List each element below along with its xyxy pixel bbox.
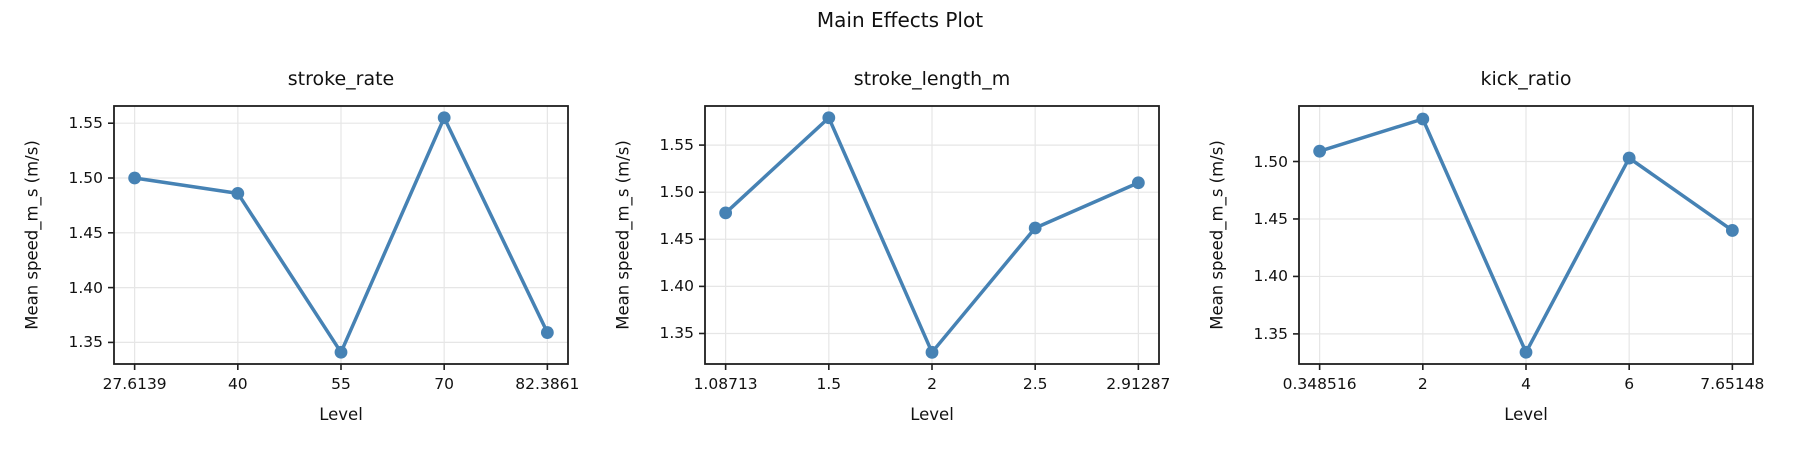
y-tick-label: 1.45 [68,223,103,242]
data-point-marker [925,345,939,359]
y-tick-label: 1.35 [659,324,694,343]
data-point-marker [128,171,142,185]
x-tick-label: 40 [227,375,248,393]
x-tick-labels: 0.348516 2 4 6 7.65148 [1283,106,1765,393]
x-tick-label: 1.5 [816,375,842,393]
x-tick-label: 70 [434,375,455,393]
x-tick-label: 27.6139 [102,375,167,393]
x-tick-labels: 27.6139 40 55 70 82.3861 [103,106,580,393]
subplot-kick-ratio: kick_ratio Mean speed_m_s (m/s) 1.35 1.40… [1208,68,1765,424]
y-tick-label: 1.35 [68,333,103,352]
data-point-marker [1313,144,1327,158]
x-tick-label: 2.91287 [1106,375,1171,393]
x-tick-label: 2 [1417,375,1428,393]
x-tick-label: 6 [1624,375,1635,393]
y-axis-label: Mean speed_m_s (m/s) [22,140,42,330]
subplot-title: stroke_length_m [853,68,1011,90]
axes-spines [113,105,569,365]
y-axis-label: Mean speed_m_s (m/s) [613,140,633,330]
y-axis-label: Mean speed_m_s (m/s) [1207,140,1227,330]
subplot-title: kick_ratio [1480,68,1572,90]
line-plot-svg [699,105,1160,370]
data-point-marker [1622,151,1636,165]
data-point-marker [540,326,554,339]
y-tick-labels: 1.35 1.40 1.45 1.50 [1253,106,1753,364]
y-tick-label: 1.50 [659,183,694,202]
x-tick-label: 1.08713 [693,375,758,393]
x-axis-label: Level [910,405,954,424]
data-point-marker [1416,112,1430,126]
y-tick-labels: 1.35 1.40 1.45 1.50 1.55 [659,106,1159,364]
axes-spines [1298,105,1754,365]
y-tick-label: 1.45 [1253,209,1288,228]
data-point-marker [334,345,348,359]
subplot-stroke-rate: stroke_rate Mean speed_m_s (m/s) 1.35 1.4… [23,68,580,424]
data-point-marker [437,111,451,125]
y-tick-label: 1.35 [1253,324,1288,343]
y-tick-label: 1.55 [659,136,694,155]
x-tick-label: 2.5 [1022,375,1048,393]
data-point-marker [1028,221,1042,235]
x-tick-label: 4 [1521,375,1531,393]
data-point-marker [231,186,245,200]
x-tick-label: 7.65148 [1700,375,1765,393]
x-tick-labels: 1.08713 1.5 2 2.5 2.91287 [694,106,1171,393]
line-plot-svg [108,105,569,370]
y-tick-label: 1.50 [1253,152,1288,171]
x-tick-label: 55 [331,375,351,393]
axes-spines [704,105,1160,365]
x-tick-label: 0.348516 [1282,375,1357,393]
y-tick-label: 1.50 [68,169,103,187]
y-tick-label: 1.40 [659,277,694,296]
x-tick-label: 2 [927,375,937,393]
data-point-marker [1519,345,1533,359]
y-tick-label: 1.55 [68,114,103,133]
line-plot-svg [1293,105,1754,370]
y-tick-label: 1.40 [1253,267,1288,286]
data-point-marker [822,111,836,125]
data-point-marker [1131,176,1145,190]
y-tick-labels: 1.35 1.40 1.45 1.50 1.55 [68,106,568,364]
figure-title: Main Effects Plot [816,8,984,32]
data-point-marker [719,206,733,220]
subplot-title: stroke_rate [287,68,395,90]
x-tick-label: 82.3861 [515,375,580,393]
y-tick-label: 1.40 [68,278,103,297]
y-tick-label: 1.45 [659,230,694,249]
x-axis-label: Level [319,405,363,424]
subplot-stroke-length-m: stroke_length_m Mean speed_m_s (m/s) 1.3… [614,68,1171,424]
data-point-marker [1725,224,1739,237]
x-axis-label: Level [1504,405,1548,424]
